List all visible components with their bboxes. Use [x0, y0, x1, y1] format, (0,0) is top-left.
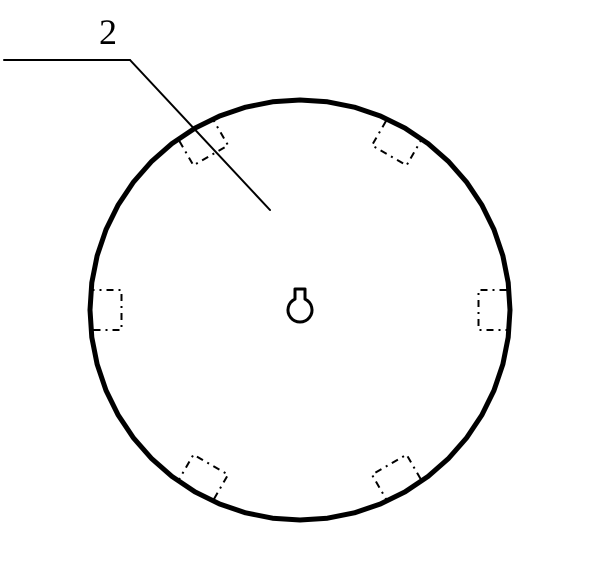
callout-label: 2 [99, 12, 117, 52]
diagram-svg: 2 [0, 0, 599, 567]
